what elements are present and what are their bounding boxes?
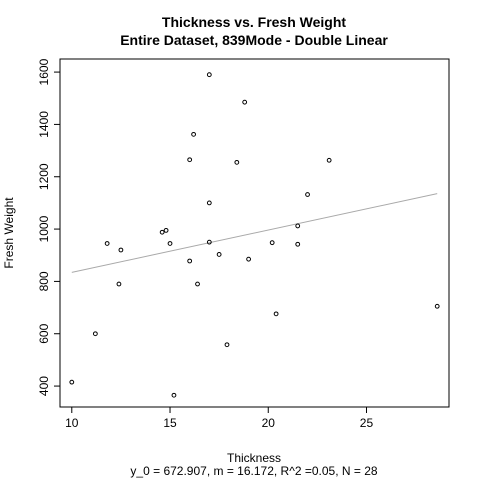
x-axis-label: Thickness (227, 451, 281, 465)
y-tick-label: 1600 (37, 58, 51, 85)
data-point (435, 304, 439, 308)
data-point (160, 230, 164, 234)
data-point (306, 193, 310, 197)
data-point (70, 380, 74, 384)
data-point (188, 259, 192, 263)
data-point (217, 253, 221, 257)
data-point (192, 132, 196, 136)
data-point (207, 201, 211, 205)
y-tick-label: 400 (37, 376, 51, 396)
fit-line-layer (72, 194, 437, 273)
x-tick-label: 20 (262, 416, 276, 430)
data-point (172, 393, 176, 397)
data-point (93, 332, 97, 336)
data-point (117, 282, 121, 286)
data-point (247, 257, 251, 261)
data-point (296, 224, 300, 228)
y-axis-label: Fresh Weight (2, 197, 16, 269)
data-point (327, 158, 331, 162)
data-point (235, 160, 239, 164)
chart-title: Thickness vs. Fresh Weight (162, 14, 346, 30)
y-tick-label: 1200 (37, 163, 51, 190)
data-point (243, 100, 247, 104)
data-point (296, 242, 300, 246)
data-point (105, 242, 109, 246)
data-point (119, 248, 123, 252)
data-points (70, 73, 439, 397)
data-point (168, 242, 172, 246)
y-tick-label: 1000 (37, 215, 51, 242)
y-tick-label: 600 (37, 323, 51, 343)
x-tick-label: 15 (163, 416, 177, 430)
chart-subtitle: Entire Dataset, 839Mode - Double Linear (120, 32, 388, 48)
x-tick-label: 25 (360, 416, 374, 430)
x-axis: 10 15 20 25 (65, 407, 373, 430)
regression-line (72, 194, 437, 273)
y-axis: 400 600 800 1000 1200 1400 1600 (37, 58, 60, 396)
data-point (196, 282, 200, 286)
data-point (225, 343, 229, 347)
data-point (274, 312, 278, 316)
data-point (188, 158, 192, 162)
data-point (270, 241, 274, 245)
data-point (207, 73, 211, 77)
x-tick-label: 10 (65, 416, 79, 430)
fit-summary: y_0 = 672.907, m = 16.172, R^2 =0.05, N … (130, 464, 377, 478)
data-point (164, 228, 168, 232)
y-tick-label: 1400 (37, 111, 51, 138)
y-tick-label: 800 (37, 271, 51, 291)
